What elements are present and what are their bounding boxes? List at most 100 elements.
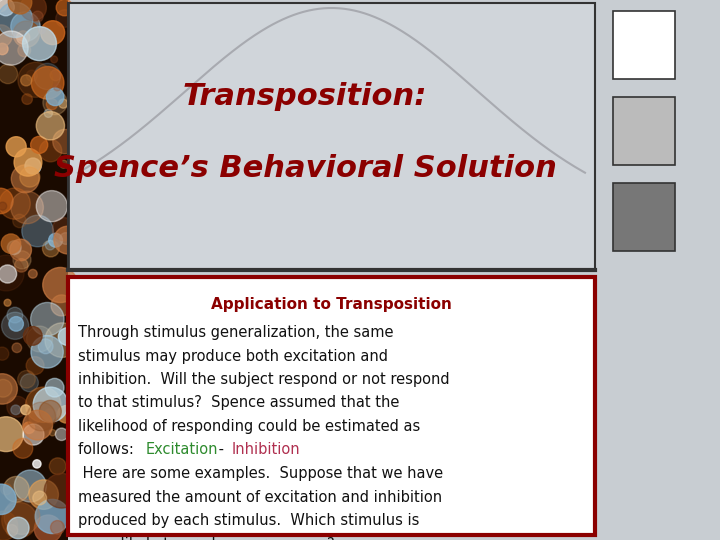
Circle shape bbox=[6, 137, 26, 157]
Circle shape bbox=[0, 255, 24, 291]
Circle shape bbox=[54, 226, 81, 254]
Circle shape bbox=[0, 202, 6, 210]
Circle shape bbox=[44, 409, 59, 424]
Circle shape bbox=[23, 422, 35, 434]
Text: measured the amount of excitation and inhibition: measured the amount of excitation and in… bbox=[78, 489, 442, 504]
Circle shape bbox=[60, 233, 71, 245]
Circle shape bbox=[40, 400, 61, 422]
Circle shape bbox=[51, 295, 72, 316]
Circle shape bbox=[11, 405, 21, 415]
Circle shape bbox=[21, 75, 32, 86]
Text: stimulus may produce both excitation and: stimulus may produce both excitation and bbox=[78, 348, 388, 363]
Circle shape bbox=[8, 0, 32, 14]
Text: Here are some examples.  Suppose that we have: Here are some examples. Suppose that we … bbox=[78, 466, 443, 481]
Circle shape bbox=[58, 406, 75, 423]
Circle shape bbox=[23, 327, 42, 345]
Circle shape bbox=[12, 343, 22, 353]
Circle shape bbox=[31, 66, 64, 99]
Circle shape bbox=[50, 521, 64, 535]
Circle shape bbox=[20, 0, 46, 21]
Circle shape bbox=[49, 233, 63, 247]
Circle shape bbox=[27, 402, 55, 431]
Circle shape bbox=[45, 409, 53, 416]
Circle shape bbox=[0, 188, 13, 214]
Circle shape bbox=[0, 374, 17, 404]
Text: Through stimulus generalization, the same: Through stimulus generalization, the sam… bbox=[78, 325, 394, 340]
Circle shape bbox=[30, 136, 48, 153]
Circle shape bbox=[20, 374, 38, 391]
Circle shape bbox=[0, 380, 12, 397]
Circle shape bbox=[0, 0, 14, 16]
Bar bbox=[613, 11, 675, 79]
Circle shape bbox=[44, 474, 79, 508]
Circle shape bbox=[58, 99, 68, 108]
Circle shape bbox=[0, 265, 17, 283]
Circle shape bbox=[33, 491, 47, 505]
Circle shape bbox=[45, 240, 55, 250]
Text: follows:: follows: bbox=[78, 442, 143, 457]
Circle shape bbox=[13, 251, 31, 269]
Circle shape bbox=[22, 215, 53, 247]
Circle shape bbox=[46, 88, 64, 106]
Circle shape bbox=[26, 387, 61, 422]
Circle shape bbox=[34, 63, 60, 90]
Circle shape bbox=[42, 267, 78, 302]
Circle shape bbox=[56, 0, 73, 16]
Circle shape bbox=[35, 500, 69, 534]
Circle shape bbox=[0, 0, 8, 12]
Circle shape bbox=[38, 27, 45, 33]
Circle shape bbox=[33, 387, 68, 422]
Circle shape bbox=[22, 26, 56, 60]
Circle shape bbox=[33, 460, 41, 468]
Circle shape bbox=[1, 502, 37, 538]
Circle shape bbox=[43, 90, 67, 114]
Bar bbox=[0, 0, 68, 540]
Circle shape bbox=[0, 64, 17, 84]
Circle shape bbox=[49, 458, 66, 475]
Circle shape bbox=[58, 328, 76, 345]
Circle shape bbox=[10, 239, 32, 261]
Circle shape bbox=[55, 428, 68, 441]
Circle shape bbox=[30, 412, 40, 423]
Circle shape bbox=[31, 336, 63, 368]
Circle shape bbox=[20, 167, 40, 187]
Circle shape bbox=[0, 188, 30, 219]
Circle shape bbox=[14, 259, 28, 272]
Circle shape bbox=[0, 511, 18, 540]
Circle shape bbox=[41, 21, 65, 45]
Bar bbox=[613, 183, 675, 251]
Text: -: - bbox=[214, 442, 229, 457]
Circle shape bbox=[14, 148, 42, 176]
Bar bbox=[68, 3, 595, 270]
Circle shape bbox=[26, 356, 44, 375]
Text: Excitation: Excitation bbox=[146, 442, 218, 457]
Circle shape bbox=[46, 99, 58, 110]
Circle shape bbox=[4, 299, 11, 306]
Circle shape bbox=[9, 316, 24, 331]
Circle shape bbox=[21, 405, 31, 415]
Circle shape bbox=[1, 234, 21, 253]
Circle shape bbox=[30, 302, 64, 336]
Text: likelihood of responding could be estimated as: likelihood of responding could be estima… bbox=[78, 419, 420, 434]
Circle shape bbox=[7, 307, 23, 323]
Circle shape bbox=[50, 56, 58, 63]
Circle shape bbox=[22, 94, 32, 104]
Circle shape bbox=[29, 480, 58, 509]
Circle shape bbox=[32, 11, 43, 22]
Circle shape bbox=[1, 312, 29, 340]
Text: produced by each stimulus.  Which stimulus is: produced by each stimulus. Which stimulu… bbox=[78, 513, 419, 528]
Circle shape bbox=[6, 396, 28, 417]
Text: Application to Transposition: Application to Transposition bbox=[211, 297, 452, 312]
Circle shape bbox=[28, 269, 37, 278]
Circle shape bbox=[0, 484, 16, 515]
Circle shape bbox=[0, 43, 8, 55]
Circle shape bbox=[40, 139, 62, 162]
Text: to that stimulus?  Spence assumed that the: to that stimulus? Spence assumed that th… bbox=[78, 395, 400, 410]
Circle shape bbox=[23, 424, 44, 445]
Circle shape bbox=[27, 326, 53, 352]
Circle shape bbox=[11, 191, 43, 224]
Circle shape bbox=[50, 70, 61, 80]
Circle shape bbox=[6, 524, 18, 536]
Circle shape bbox=[7, 517, 29, 539]
Circle shape bbox=[36, 191, 68, 222]
